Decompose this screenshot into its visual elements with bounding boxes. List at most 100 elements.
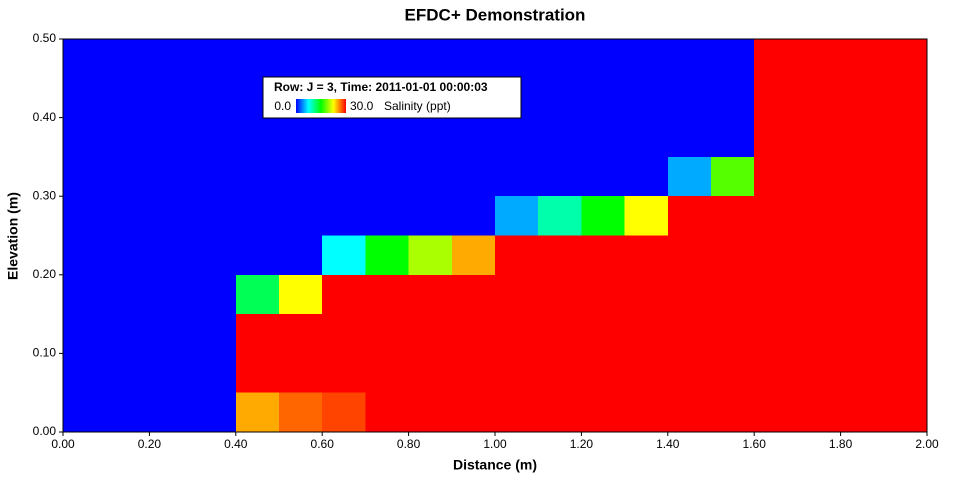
x-tick-label: 0.60 <box>311 437 335 451</box>
heatmap-cell <box>538 235 582 275</box>
heatmap-cell <box>365 314 409 354</box>
heatmap-cell <box>754 117 798 157</box>
heatmap-cell <box>63 353 107 393</box>
heatmap-cell <box>538 353 582 393</box>
legend: Row: J = 3, Time: 2011-01-01 00:00:03 0.… <box>262 76 522 119</box>
colorbar-label: Salinity (ppt) <box>384 99 451 113</box>
heatmap-cell <box>883 314 927 354</box>
heatmap-cell <box>495 392 539 432</box>
heatmap-cell <box>149 156 193 197</box>
heatmap-cell <box>754 314 798 354</box>
heatmap-cell <box>451 274 495 315</box>
heatmap-cell <box>711 39 755 79</box>
heatmap-cell <box>279 196 323 236</box>
heatmap-cell <box>624 274 668 315</box>
heatmap-cell <box>365 274 409 315</box>
x-tick-label: 0.40 <box>224 437 248 451</box>
heatmap-cell <box>149 314 193 354</box>
heatmap-cell <box>797 314 841 354</box>
heatmap-cell <box>106 39 150 79</box>
heatmap-cell <box>322 117 366 157</box>
heatmap-cell <box>538 117 582 157</box>
heatmap-cell <box>279 117 323 157</box>
heatmap-cell <box>149 353 193 393</box>
colorbar <box>296 99 346 113</box>
heatmap-cell <box>581 39 625 79</box>
heatmap-cell <box>63 392 107 432</box>
heatmap-cell <box>538 196 582 236</box>
heatmap-cell <box>408 392 452 432</box>
heatmap-cell <box>840 78 884 118</box>
heatmap-cell <box>883 78 927 118</box>
heatmap-cell <box>624 392 668 432</box>
heatmap-cell <box>797 117 841 157</box>
heatmap-cell <box>840 274 884 315</box>
heatmap-cell <box>235 392 279 432</box>
heatmap-cell <box>192 353 236 393</box>
heatmap-cell <box>581 392 625 432</box>
heatmap-cell <box>754 274 798 315</box>
heatmap-cell <box>495 353 539 393</box>
heatmap-cell <box>322 353 366 393</box>
heatmap-cell <box>840 392 884 432</box>
heatmap-cell <box>711 78 755 118</box>
y-tick-label: 0.40 <box>33 110 57 124</box>
heatmap-cell <box>711 196 755 236</box>
heatmap-cell <box>624 235 668 275</box>
heatmap-cell <box>711 156 755 197</box>
heatmap-cell <box>408 196 452 236</box>
heatmap-cell <box>581 117 625 157</box>
heatmap-cell <box>538 156 582 197</box>
heatmap-cell <box>711 353 755 393</box>
chart-title: EFDC+ Demonstration <box>405 5 586 24</box>
heatmap-cell <box>279 353 323 393</box>
heatmap-cell <box>451 314 495 354</box>
heatmap-cell <box>667 235 711 275</box>
heatmap-cell <box>408 314 452 354</box>
heatmap-cell <box>581 156 625 197</box>
heatmap-cell <box>192 78 236 118</box>
heatmap-cell <box>495 274 539 315</box>
legend-title: Row: J = 3, Time: 2011-01-01 00:00:03 <box>274 80 488 94</box>
heatmap-cell <box>797 39 841 79</box>
heatmap-cell <box>840 235 884 275</box>
heatmap-cell <box>840 353 884 393</box>
heatmap-cell <box>754 235 798 275</box>
heatmap-cell <box>581 78 625 118</box>
heatmap <box>63 39 927 432</box>
x-axis-label: Distance (m) <box>453 457 537 473</box>
colorbar-min-label: 0.0 <box>274 99 291 113</box>
x-tick-label: 1.60 <box>743 437 767 451</box>
heatmap-cell <box>495 156 539 197</box>
y-tick-label: 0.00 <box>33 424 57 438</box>
heatmap-cell <box>883 196 927 236</box>
heatmap-cell <box>365 353 409 393</box>
heatmap-cell <box>538 274 582 315</box>
heatmap-cell <box>667 78 711 118</box>
heatmap-cell <box>408 156 452 197</box>
heatmap-cell <box>451 39 495 79</box>
heatmap-cell <box>667 196 711 236</box>
heatmap-cell <box>408 274 452 315</box>
heatmap-cell <box>279 39 323 79</box>
heatmap-cell <box>106 392 150 432</box>
heatmap-cell <box>667 314 711 354</box>
x-tick-label: 0.80 <box>397 437 421 451</box>
heatmap-cell <box>581 235 625 275</box>
heatmap-cell <box>63 274 107 315</box>
heatmap-cell <box>63 196 107 236</box>
heatmap-cell <box>495 235 539 275</box>
heatmap-cell <box>149 78 193 118</box>
heatmap-cell <box>797 196 841 236</box>
heatmap-cell <box>235 235 279 275</box>
heatmap-cell <box>754 156 798 197</box>
heatmap-cell <box>711 117 755 157</box>
heatmap-cell <box>624 156 668 197</box>
heatmap-cell <box>408 39 452 79</box>
heatmap-cell <box>63 314 107 354</box>
heatmap-cell <box>365 156 409 197</box>
heatmap-cell <box>365 392 409 432</box>
heatmap-cell <box>408 353 452 393</box>
heatmap-cell <box>63 156 107 197</box>
heatmap-cell <box>495 39 539 79</box>
